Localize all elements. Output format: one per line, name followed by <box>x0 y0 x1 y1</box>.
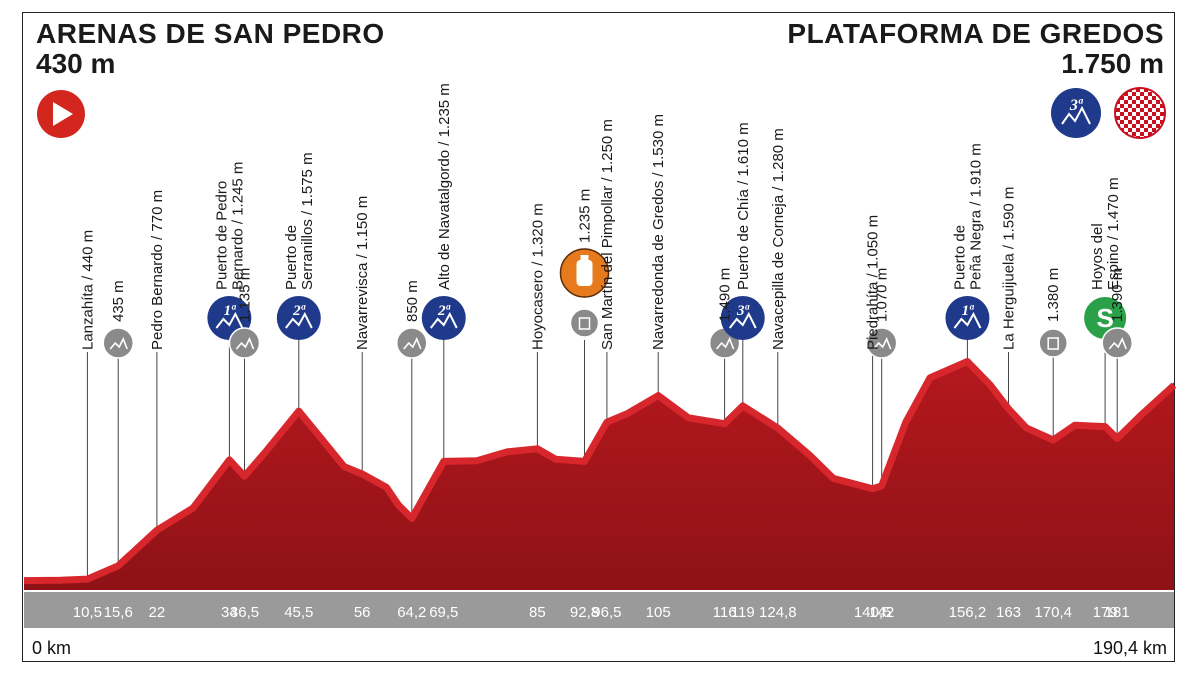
waypoint-label: Lanzahíta / 440 m <box>79 230 96 350</box>
finish-town-name: PLATAFORMA DE GREDOS <box>787 18 1164 49</box>
distance-tick-label: 85 <box>529 604 546 621</box>
waypoint-label: Piedrahíta / 1.050 m <box>865 215 882 350</box>
minor-climb-icon <box>1101 327 1133 359</box>
finish-elevation: 1.750 m <box>1061 48 1164 79</box>
minor-climb-icon <box>228 327 261 359</box>
waypoint-label: 1.135 m <box>237 268 254 322</box>
profile-frame <box>22 12 1175 662</box>
elevation-area <box>23 358 1177 590</box>
waypoint-label: 1.070 m <box>874 268 891 322</box>
sprint-label: S <box>1096 303 1113 333</box>
distance-tick-label: 116 <box>713 604 737 621</box>
distance-tick-label: 124,8 <box>759 604 797 621</box>
distance-tick-label: 45,5 <box>284 604 313 621</box>
minor-climb-icon <box>396 327 428 359</box>
start-distance-label: 0 km <box>32 638 71 658</box>
distance-tick-label: 181 <box>1105 604 1130 621</box>
distance-tick-label: 179 <box>1093 604 1118 621</box>
distance-tick-label: 142 <box>869 604 894 621</box>
category-1-climb-icon: 1ª <box>945 296 990 340</box>
distance-tick-label: 96,5 <box>592 604 621 621</box>
finish-distance-label: 190,4 km <box>1093 638 1167 658</box>
waypoint-label: Bernardo / 1.245 m <box>229 162 246 290</box>
climb-category-label: 1ª <box>962 303 975 319</box>
finish-category-3-climb-icon: 3ª <box>1051 88 1101 138</box>
waypoint-labels: Lanzahíta / 440 m 435 m Pedro Bernardo / 7… <box>79 83 1126 350</box>
finish-climb-category-label: 3ª <box>1069 97 1084 114</box>
climb-category-label: 1ª <box>224 303 237 319</box>
category-2-climb-icon: 2ª <box>421 296 466 340</box>
climb-category-label: 2ª <box>437 303 451 319</box>
start-play-icon <box>37 90 85 138</box>
waypoint-icons: 1ª 2ª 2ª 3ª 1ª S <box>102 248 1133 359</box>
distance-tick-label: 22 <box>149 604 166 621</box>
waypoint-label: Pedro Bernardo / 770 m <box>149 190 166 350</box>
waypoint-label: Espino / 1.470 m <box>1105 177 1122 290</box>
waypoint-label: 1.235 m <box>577 189 594 243</box>
distance-tick-label: 119 <box>731 604 755 621</box>
waypoint-label: 1.390 m <box>1109 268 1126 322</box>
waypoint-label: Navarrevisca / 1.150 m <box>354 196 371 350</box>
waypoint-label: Puerto de <box>283 225 300 290</box>
category-2-climb-icon: 2ª <box>276 296 321 340</box>
distance-tick-label: 10,5 <box>73 604 102 621</box>
waypoint-label: Hoyocasero / 1.320 m <box>529 203 546 350</box>
waypoint-label: Puerto de <box>951 225 968 290</box>
climb-category-label: 2ª <box>292 303 306 319</box>
waypoint-label: San Martín del Pimpollar / 1.250 m <box>599 119 616 350</box>
elevation-profile-ridge <box>23 358 1177 585</box>
waypoint-label: Navacepilla de Corneja / 1.280 m <box>770 128 787 350</box>
elevation-profile-area <box>24 358 1174 590</box>
distance-axis-background <box>24 592 1174 628</box>
minor-climb-icon <box>865 327 898 359</box>
distance-tick-label: 36,5 <box>230 604 259 621</box>
distance-tick-label: 69,5 <box>429 604 458 621</box>
distance-tick-label: 64,2 <box>397 604 426 621</box>
distance-tick-label: 140,5 <box>854 604 892 621</box>
waypoint-label: 1.490 m <box>717 268 734 322</box>
distance-axis-band <box>24 592 1174 628</box>
climb-category-label: 3ª <box>736 303 750 319</box>
distance-tick-label: 15,6 <box>104 604 133 621</box>
waypoint-label: Hoyos del <box>1089 223 1106 290</box>
distance-tick-label: 163 <box>996 604 1021 621</box>
waypoint-label: Navarredonda de Gredos / 1.530 m <box>650 114 667 350</box>
waypoint-label: La Herguijuela / 1.590 m <box>1001 187 1018 350</box>
distance-tick-label: 105 <box>646 604 671 621</box>
waypoint-label: 1.380 m <box>1045 268 1062 322</box>
start-elevation: 430 m <box>36 48 116 79</box>
waypoint-label: Puerto de Pedro <box>213 181 230 290</box>
start-town-name: ARENAS DE SAN PEDRO <box>36 18 385 49</box>
waypoint-label: 435 m <box>110 280 127 322</box>
category-3-climb-icon: 3ª <box>720 296 765 340</box>
distance-tick-label: 92,8 <box>570 604 599 621</box>
finish-checkered-flag-icon <box>1114 87 1166 139</box>
waypoint-label: Serranillos / 1.575 m <box>299 152 316 290</box>
waypoint-label: Alto de Navatalgordo / 1.235 m <box>436 83 453 290</box>
distance-tick-label: 56 <box>354 604 371 621</box>
waypoint-label: Puerto de Chía / 1.610 m <box>735 122 752 290</box>
distance-tick-label: 34 <box>221 604 238 621</box>
distance-tick-label: 156,2 <box>949 604 987 621</box>
distance-tick-label: 170,4 <box>1034 604 1072 621</box>
waypoint-label: Peña Negra / 1.910 m <box>967 143 984 290</box>
feed-zone-bottle-icon <box>559 248 610 338</box>
waste-zone-icon <box>1038 328 1068 358</box>
minor-climb-icon <box>102 327 134 359</box>
waypoint-label: 850 m <box>404 280 421 322</box>
